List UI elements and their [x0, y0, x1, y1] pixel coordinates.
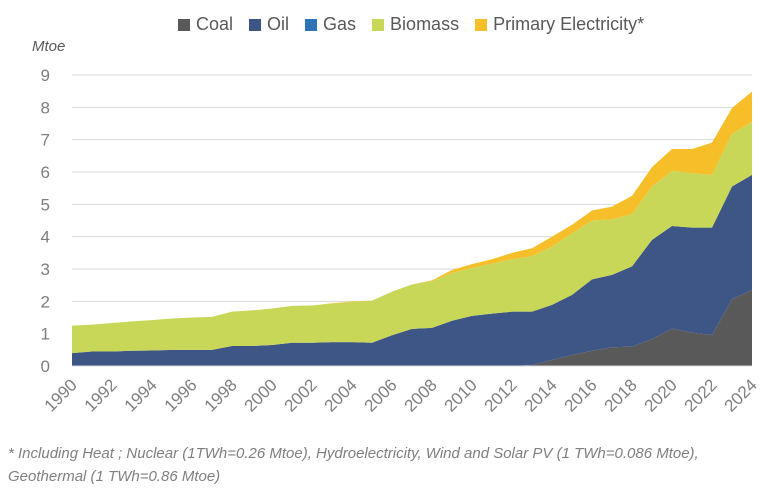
y-tick-label: 0: [41, 357, 50, 376]
legend-swatch: [475, 18, 488, 31]
chart-legend: Coal Oil Gas Biomass Primary Electricity*: [178, 14, 660, 35]
area-series-biomass: [72, 121, 752, 354]
y-tick-label: 1: [41, 325, 50, 344]
x-tick-label: 2024: [721, 375, 761, 415]
legend-item: Biomass: [372, 14, 459, 35]
legend-item: Coal: [178, 14, 233, 35]
y-tick-label: 7: [41, 131, 50, 150]
legend-swatch: [305, 18, 318, 31]
x-tick-label: 1994: [121, 375, 161, 415]
x-tick-label: 2000: [241, 375, 281, 415]
x-tick-label: 2018: [601, 375, 641, 415]
legend-item: Gas: [305, 14, 356, 35]
x-tick-label: 2006: [361, 375, 401, 415]
y-tick-label: 9: [41, 66, 50, 85]
legend-label: Oil: [267, 14, 290, 34]
x-tick-label: 2010: [441, 375, 481, 415]
footnote-line-2: Geothermal (1 TWh=0.86 Mtoe): [8, 468, 221, 485]
legend-swatch: [249, 18, 262, 31]
y-tick-label: 6: [41, 163, 50, 182]
x-tick-label: 2008: [401, 375, 441, 415]
legend-label: Biomass: [390, 14, 460, 34]
y-tick-label: 8: [41, 98, 50, 117]
x-tick-label: 2014: [521, 375, 561, 415]
x-tick-label: 2020: [641, 375, 681, 415]
x-tick-label: 2016: [561, 375, 601, 415]
y-tick-label: 4: [41, 228, 50, 247]
x-tick-label: 2022: [681, 375, 721, 415]
footnote-line-1: * Including Heat ; Nuclear (1TWh=0.26 Mt…: [8, 445, 699, 462]
legend-label: Primary Electricity*: [493, 14, 645, 34]
x-tick-label: 1998: [201, 375, 241, 415]
area-series-oil: [72, 174, 752, 366]
y-tick-label: 2: [41, 292, 50, 311]
legend-item: Oil: [249, 14, 289, 35]
legend-swatch: [372, 18, 385, 31]
area-series-primary-electricity: [72, 91, 752, 326]
legend-item: Primary Electricity*: [475, 14, 644, 35]
legend-label: Coal: [196, 14, 234, 34]
x-tick-label: 2002: [281, 375, 321, 415]
x-tick-label: 2012: [481, 375, 521, 415]
y-tick-label: 5: [41, 195, 50, 214]
legend-swatch: [178, 18, 190, 31]
x-tick-label: 1992: [81, 375, 121, 415]
y-axis-label: Mtoe: [32, 38, 66, 55]
legend-label: Gas: [323, 14, 357, 34]
footnote: * Including Heat ; Nuclear (1TWh=0.26 Mt…: [8, 442, 778, 488]
area-series-coal: [72, 290, 752, 366]
x-tick-label: 1996: [161, 375, 201, 415]
y-tick-label: 3: [41, 260, 50, 279]
x-tick-label: 2004: [321, 375, 361, 415]
x-tick-label: 1990: [41, 375, 81, 415]
